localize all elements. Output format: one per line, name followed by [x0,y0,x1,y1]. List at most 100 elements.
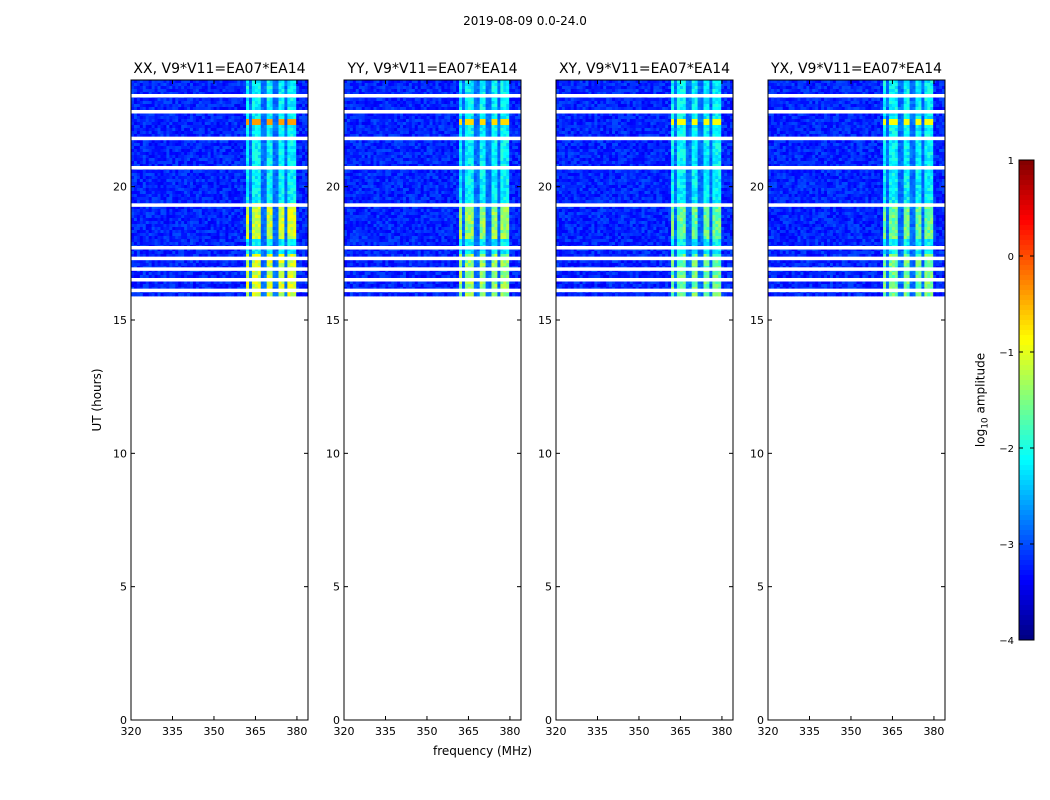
spectrogram-cell [447,101,451,105]
spectrogram-cell [275,131,279,135]
spectrogram-cell [190,125,194,129]
spectrogram-cell [234,140,238,144]
spectrogram-cell [181,122,185,126]
spectrogram-cell [163,263,167,267]
spectrogram-cell [184,227,188,231]
spectrogram-cell [190,230,194,234]
spectrogram-cell [142,182,147,186]
spectrogram-cell [370,107,374,111]
spectrogram-cell [263,209,268,213]
spectrogram-cell [272,230,276,234]
spectrogram-cell [222,254,226,258]
spectrogram-cell [213,104,217,108]
spectrogram-cell [184,92,188,96]
spectrogram-cell [240,155,244,159]
spectrogram-cell [251,158,256,162]
spectrogram-cell [352,104,357,108]
spectrogram-cell [403,92,407,96]
spectrogram-cell [172,197,176,201]
spectrogram-cell [302,146,306,150]
spectrogram-cell [175,134,179,138]
spectrogram-cell [178,239,182,243]
spectrogram-cell [151,248,155,252]
spectrogram-cell [278,251,282,255]
spectrogram-cell [192,248,197,252]
spectrogram-cell [222,83,226,87]
spectrogram-cell [302,158,306,162]
spectrogram-cell [139,260,144,264]
spectrogram-cell [275,230,279,234]
spectrogram-cell [266,224,271,228]
spectrogram-cell [231,146,235,150]
spectrogram-cell [181,224,185,228]
spectrogram-cell [184,260,188,264]
spectrogram-cell [204,131,209,135]
spectrogram-cell [473,104,478,108]
spectrogram-cell [207,128,212,132]
spectrogram-cell [296,80,300,84]
spectrogram-cell [142,149,147,153]
spectrogram-cell [263,155,268,159]
spectrogram-cell [175,224,179,228]
spectrogram-cell [257,116,262,120]
spectrogram-cell [284,152,288,156]
spectrogram-cell [249,98,253,102]
spectrogram-cell [207,242,212,246]
spectrogram-cell [473,101,478,105]
spectrogram-cell [228,221,232,225]
spectrogram-cell [187,164,191,168]
spectrogram-cell [148,143,153,147]
spectrogram-cell [358,80,363,84]
spectrogram-cell [222,179,226,183]
spectrogram-cell [219,281,223,285]
spectrogram-cell [198,155,203,159]
spectrogram-cell [181,134,185,138]
spectrogram-cell [246,218,250,222]
spectrogram-cell [278,263,282,267]
spectrogram-cell [133,194,138,198]
spectrogram-cell [172,155,176,159]
spectrogram-cell [201,98,206,102]
spectrogram-cell [249,143,253,147]
spectrogram-cell [136,236,141,240]
spectrogram-cell [266,125,271,129]
spectrogram-cell [219,218,223,222]
spectrogram-cell [237,161,241,165]
spectrogram-cell [178,116,182,120]
spectrogram-cell [187,188,191,192]
spectrogram-cell [411,86,416,90]
spectrogram-cell [240,254,244,258]
spectrogram-cell [302,128,306,132]
spectrogram-cell [290,86,294,90]
spectrogram-cell [213,113,217,117]
spectrogram-cell [491,101,495,105]
spectrogram-cell [163,197,167,201]
spectrogram-cell [435,98,439,102]
spectrogram-cell [299,155,303,159]
spectrogram-cell [131,218,135,222]
spectrogram-cell [251,275,256,279]
spectrogram-cell [139,209,144,213]
spectrogram-cell [181,200,185,204]
spectrogram-cell [136,125,141,129]
spectrogram-cell [228,155,232,159]
spectrogram-cell [210,260,214,264]
spectrogram-cell [260,194,265,198]
spectrogram-cell [272,104,276,108]
spectrogram-cell [213,116,217,120]
spectrogram-cell [290,212,294,216]
spectrogram-cell [163,98,167,102]
spectrogram-cell [142,281,147,285]
spectrogram-cell [515,89,519,93]
spectrogram-cell [219,98,223,102]
spectrogram-cell [290,236,294,240]
spectrogram-cell [272,83,276,87]
spectrogram-cell [181,182,185,186]
spectrogram-cell [195,194,200,198]
spectrogram-cell [257,83,262,87]
spectrogram-cell [133,191,138,195]
spectrogram-cell [219,155,223,159]
spectrogram-cell [429,83,433,87]
spectrogram-cell [198,107,203,111]
spectrogram-cell [272,248,276,252]
